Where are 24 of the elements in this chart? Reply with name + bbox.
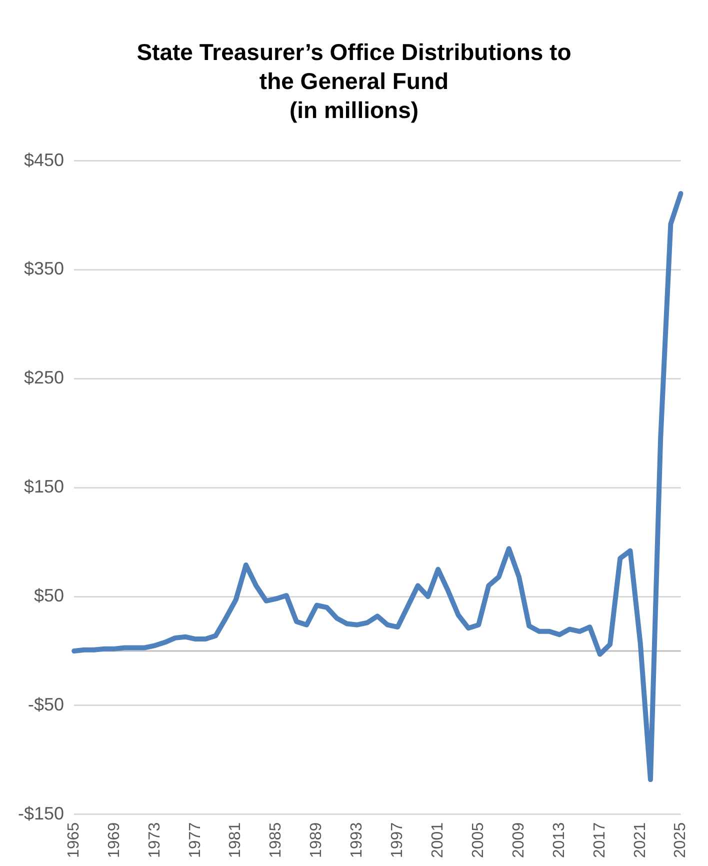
x-tick-label: 2005 bbox=[470, 822, 487, 858]
y-tick-label: $150 bbox=[24, 476, 64, 497]
x-tick-label: 1997 bbox=[389, 822, 406, 858]
x-tick-label: 2021 bbox=[632, 822, 649, 858]
x-tick-label: 2013 bbox=[550, 822, 568, 858]
x-tick-label: 1965 bbox=[65, 822, 82, 858]
y-tick-label: -$50 bbox=[28, 694, 64, 714]
x-tick-label: 2009 bbox=[510, 822, 528, 858]
y-tick-label: $350 bbox=[24, 258, 64, 279]
x-tick-label: 1981 bbox=[227, 822, 244, 858]
x-tick-label: 2025 bbox=[672, 822, 690, 858]
x-tick-label: 1989 bbox=[308, 822, 326, 858]
chart-title: State Treasurer’s Office Distributions to the General Fund (in millions) bbox=[136, 38, 572, 125]
y-tick-label: $50 bbox=[34, 586, 64, 606]
x-tick-label: 2017 bbox=[591, 822, 608, 858]
y-tick-label: $250 bbox=[24, 368, 64, 388]
x-tick-label: 1977 bbox=[186, 822, 204, 858]
x-tick-label: 1993 bbox=[348, 822, 366, 858]
x-tick-label: 1969 bbox=[106, 822, 123, 858]
y-tick-label: $450 bbox=[24, 150, 64, 170]
x-tick-label: 1985 bbox=[268, 822, 285, 858]
y-tick-label: -$150 bbox=[18, 803, 64, 824]
x-tick-label: 1973 bbox=[146, 822, 164, 858]
x-tick-label: 2001 bbox=[430, 822, 446, 858]
